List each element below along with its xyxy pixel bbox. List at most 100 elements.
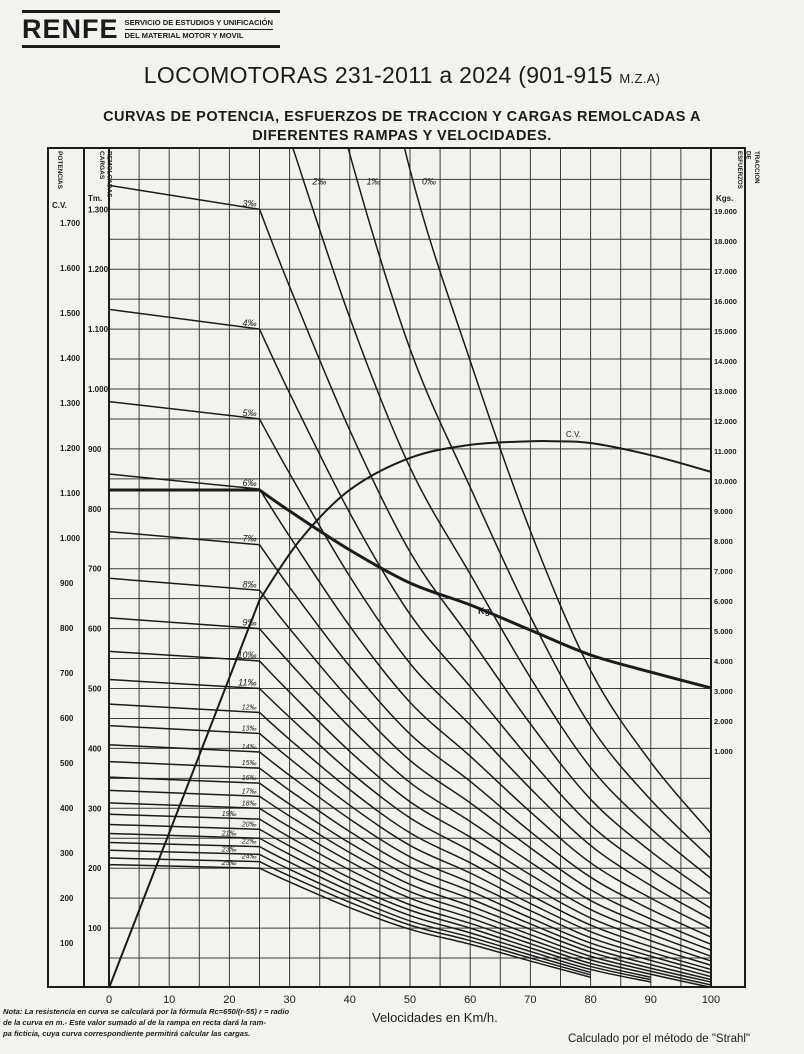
tm-axis-unit: Tm. — [88, 194, 102, 203]
cv-tick-label: 100 — [60, 939, 74, 948]
ramp-label: 20‰ — [241, 821, 257, 828]
subtitle-line1: CURVAS DE POTENCIA, ESFUERZOS DE TRACCIO… — [103, 109, 701, 125]
ramp-curve — [109, 857, 591, 976]
x-tick-label: 80 — [584, 994, 596, 1006]
cv-tick-label: 1.500 — [60, 309, 81, 318]
kg-tick-label: 10.000 — [714, 477, 737, 486]
x-tick-label: 10 — [163, 994, 175, 1006]
ramp-curve — [109, 760, 711, 978]
kg-tick-label: 12.000 — [714, 417, 737, 426]
tm-tick-label: 500 — [88, 685, 102, 694]
chart-subtitle: CURVAS DE POTENCIA, ESFUERZOS DE TRACCIO… — [0, 108, 804, 146]
cv-tick-label: 600 — [60, 714, 74, 723]
frames — [47, 147, 746, 988]
ramp-label: 10‰ — [237, 650, 256, 660]
x-tick-label: 50 — [404, 994, 416, 1006]
cv-tick-label: 1.200 — [60, 444, 81, 453]
ramp-label: 8‰ — [242, 579, 256, 589]
kg-tick-label: 17.000 — [714, 267, 737, 276]
ramp-curve — [109, 577, 711, 945]
ramp-label: 0‰ — [422, 176, 436, 186]
tm-tick-label: 1.100 — [88, 325, 109, 334]
ramp-label: 17‰ — [242, 788, 257, 795]
kg-tick-label: 4.000 — [714, 657, 733, 666]
ramp-curve — [109, 813, 711, 987]
ramp-curve — [109, 703, 711, 966]
kg-axis-unit: Kgs. — [716, 194, 733, 203]
note-line1: Nota: La resistencia en curva se calcula… — [3, 1007, 290, 1016]
tm-tick-label: 1.200 — [88, 265, 109, 274]
kg-axis-header-word: DE — [745, 151, 752, 161]
ramp-label: 6‰ — [242, 478, 256, 488]
power-curve — [109, 439, 711, 987]
x-tick-label: 20 — [223, 994, 235, 1006]
ramp-label: 1‰ — [366, 176, 380, 186]
logo-sub-line1: SERVICIO DE ESTUDIOS Y UNIFICACIÓN — [124, 17, 274, 30]
cv-tick-label: 500 — [60, 759, 74, 768]
ramp-label: 18‰ — [242, 800, 257, 807]
curves — [109, 148, 711, 987]
tm-tick-label: 600 — [88, 625, 102, 634]
ramp-curve — [109, 678, 711, 962]
cv-axis-header-word: POTENCIAS — [56, 151, 63, 190]
ramp-curve — [109, 863, 591, 978]
ramp-curve — [109, 841, 651, 983]
ramp-curve — [109, 530, 711, 938]
kg-tick-label: 1.000 — [714, 747, 733, 756]
kg-tick-label: 18.000 — [714, 237, 737, 246]
ramp-curve — [109, 473, 711, 930]
tm-axis-header-word: REMOLCADAS — [106, 151, 113, 198]
ramp-label: 21‰ — [221, 830, 237, 837]
kg-tick-label: 11.000 — [714, 447, 737, 456]
ramp-curve — [109, 724, 711, 971]
ramp-curve — [109, 184, 711, 896]
cv-axis-unit: C.V. — [52, 201, 67, 210]
tractive-effort-label: Kg. — [478, 606, 493, 616]
kg-axis-header-word: ESFUERZOS — [736, 151, 743, 191]
x-tick-label: 40 — [344, 994, 356, 1006]
ramp-label: 19‰ — [222, 811, 237, 818]
ramp-curve — [109, 823, 651, 978]
cv-axis-header: POTENCIAS — [56, 151, 63, 190]
tm-tick-label: 700 — [88, 565, 102, 574]
tm-tick-label: 400 — [88, 744, 102, 753]
ramp-label: 25‰ — [221, 860, 237, 867]
tm-tick-label: 800 — [88, 505, 102, 514]
note-line2: de la curva en m.- Este valor sumado al … — [3, 1018, 266, 1027]
kg-tick-label: 14.000 — [714, 357, 737, 366]
ramp-label: 9‰ — [242, 618, 256, 628]
ramp-curve — [109, 776, 711, 981]
subtitle-line2: DIFERENTES RAMPAS Y VELOCIDADES. — [252, 128, 552, 144]
tractive-effort-curve — [109, 488, 711, 690]
x-tick-label: 70 — [524, 994, 536, 1006]
ramp-label: 12‰ — [242, 704, 257, 711]
tm-tick-label: 100 — [88, 924, 102, 933]
cv-tick-label: 700 — [60, 669, 74, 678]
kg-tick-label: 15.000 — [714, 327, 737, 336]
ramp-label: 16‰ — [242, 775, 257, 782]
ramp-label: 7‰ — [242, 534, 256, 544]
kg-axis-header: ESFUERZOS DE TRACCION — [736, 151, 760, 191]
ramp-curve — [109, 849, 591, 974]
ramp-label: 23‰ — [221, 846, 237, 853]
ramp-label: 13‰ — [242, 725, 257, 732]
cv-tick-label: 1.300 — [60, 399, 81, 408]
ramp-label: 5‰ — [242, 408, 256, 418]
ramp-curve — [109, 617, 711, 951]
power-curve-label: C.V. — [566, 430, 581, 439]
tm-tick-label: 1.300 — [88, 205, 109, 214]
kg-tick-label: 3.000 — [714, 687, 733, 696]
cv-tick-label: 800 — [60, 624, 74, 633]
ramp-curve — [109, 744, 711, 974]
x-tick-label: 30 — [283, 994, 295, 1006]
outer-frame — [47, 147, 746, 988]
tm-tick-label: 1.000 — [88, 385, 109, 394]
ramp-curve — [292, 148, 711, 879]
logo-sub-line2: DEL MATERIAL MOTOR Y MOVIL — [124, 30, 244, 40]
kg-tick-label: 6.000 — [714, 597, 733, 606]
ramp-label: 15‰ — [242, 760, 257, 767]
ramp-curve — [109, 400, 711, 920]
x-tick-label: 90 — [645, 994, 657, 1006]
kg-tick-label: 8.000 — [714, 537, 733, 546]
